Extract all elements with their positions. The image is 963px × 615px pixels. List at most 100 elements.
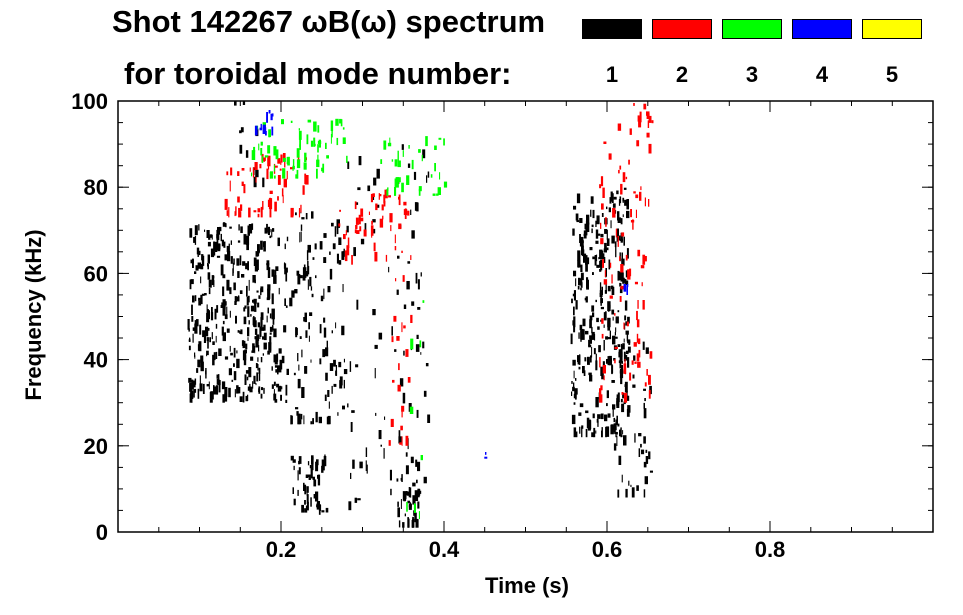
spectrum-pixel xyxy=(385,254,388,262)
spectrum-pixel xyxy=(642,341,645,350)
spectrum-pixel xyxy=(580,272,584,281)
spectrum-pixel xyxy=(402,150,404,157)
spectrum-pixel xyxy=(591,228,593,234)
spectrum-pixel xyxy=(573,205,577,210)
spectrum-pixel xyxy=(615,336,618,339)
spectrum-pixel xyxy=(625,330,629,335)
spectrum-pixel xyxy=(585,255,588,265)
spectrum-pixel xyxy=(274,399,278,403)
spectrum-pixel xyxy=(317,125,320,133)
spectrum-pixel xyxy=(206,337,209,342)
spectrum-pixel xyxy=(573,270,577,277)
spectrum-pixel xyxy=(338,223,341,227)
spectrum-pixel xyxy=(643,408,647,419)
spectrum-pixel xyxy=(597,233,601,236)
spectrum-pixel xyxy=(604,242,607,252)
spectrum-pixel xyxy=(406,491,408,496)
spectrum-pixel xyxy=(291,290,295,298)
spectrum-pixel xyxy=(582,240,584,247)
spectrum-pixel xyxy=(254,162,258,170)
spectrum-pixel xyxy=(325,347,329,357)
spectrum-pixel xyxy=(259,127,263,131)
spectrum-pixel xyxy=(645,456,649,464)
spectrum-pixel xyxy=(401,405,405,412)
spectrum-pixel xyxy=(271,308,275,320)
spectrum-pixel xyxy=(285,305,288,308)
spectrum-pixel xyxy=(406,502,408,512)
spectrum-pixel xyxy=(311,460,314,471)
spectrum-pixel xyxy=(218,384,221,393)
spectrum-pixel xyxy=(606,403,608,407)
spectrum-pixel xyxy=(189,382,193,392)
spectrum-pixel xyxy=(298,128,300,131)
spectrum-pixel xyxy=(194,225,198,236)
spectrum-pixel xyxy=(333,383,337,387)
spectrum-pixel xyxy=(347,237,350,248)
spectrum-pixel xyxy=(620,343,623,352)
spectrum-pixel xyxy=(243,316,247,325)
spectrum-pixel xyxy=(347,403,349,408)
spectrum-pixel xyxy=(299,232,301,243)
y-tick-label: 40 xyxy=(84,348,108,373)
spectrum-pixel xyxy=(370,193,373,203)
spectrum-pixel xyxy=(277,158,281,164)
spectrum-pixel xyxy=(406,175,410,185)
spectrum-pixel xyxy=(274,269,277,278)
spectrum-pixel xyxy=(618,169,620,174)
spectrum-pixel xyxy=(337,412,339,416)
spectrum-pixel xyxy=(230,352,233,356)
spectrum-pixel xyxy=(600,385,603,391)
spectrum-pixel xyxy=(306,494,309,505)
spectrum-pixel xyxy=(355,202,359,205)
spectrum-pixel xyxy=(257,322,261,328)
spectrum-pixel xyxy=(616,432,618,435)
spectrum-pixel xyxy=(216,239,219,251)
spectrum-pixel xyxy=(399,378,404,387)
spectrum-pixel xyxy=(403,350,405,356)
spectrum-pixel xyxy=(215,335,217,343)
spectrum-pixel xyxy=(331,222,334,227)
spectrum-pixel xyxy=(626,210,630,219)
spectrum-pixel xyxy=(394,246,397,251)
spectrum-pixel xyxy=(189,228,193,238)
spectrum-pixel xyxy=(581,426,583,438)
spectrum-pixel xyxy=(405,435,409,446)
spectrum-pixel xyxy=(358,156,362,166)
spectrum-pixel xyxy=(610,220,612,229)
spectrum-pixel xyxy=(609,197,612,204)
spectrum-pixel xyxy=(629,128,632,135)
spectrum-pixel xyxy=(246,285,248,297)
spectrum-pixel xyxy=(301,504,304,513)
spectrum-pixel xyxy=(192,295,195,303)
spectrum-pixel xyxy=(390,418,394,427)
spectrum-pixel xyxy=(224,254,228,261)
spectrum-pixel xyxy=(243,184,246,194)
spectrum-pixel xyxy=(303,162,307,170)
spectrum-pixel xyxy=(600,295,602,306)
mode-1-region-4 xyxy=(396,456,422,528)
spectrum-pixel xyxy=(571,298,573,304)
spectrum-pixel xyxy=(328,401,330,409)
spectrum-pixel xyxy=(601,213,604,217)
spectrum-pixel xyxy=(305,175,309,185)
spectrum-pixel xyxy=(386,188,389,196)
spectrum-pixel xyxy=(617,395,619,403)
spectrum-pixel xyxy=(237,387,241,394)
spectrum-pixel xyxy=(273,393,277,401)
spectrum-pixel xyxy=(636,319,640,328)
spectrum-pixel xyxy=(613,358,616,361)
spectrum-pixel xyxy=(283,178,287,188)
spectrum-pixel xyxy=(308,335,310,342)
spectrum-pixel xyxy=(383,448,385,459)
spectrum-pixel xyxy=(642,300,645,310)
spectrum-pixel xyxy=(401,250,403,253)
spectrum-pixel xyxy=(611,309,615,315)
spectrum-pixel xyxy=(279,168,282,171)
spectrum-pixel xyxy=(234,296,237,303)
spectrum-pixel xyxy=(425,363,429,367)
mode-1-region-1 xyxy=(277,209,348,425)
spectrum-pixel xyxy=(276,353,279,362)
spectrum-pixel xyxy=(316,168,318,179)
spectrum-pixel xyxy=(410,314,413,323)
spectrum-pixel xyxy=(228,207,230,218)
